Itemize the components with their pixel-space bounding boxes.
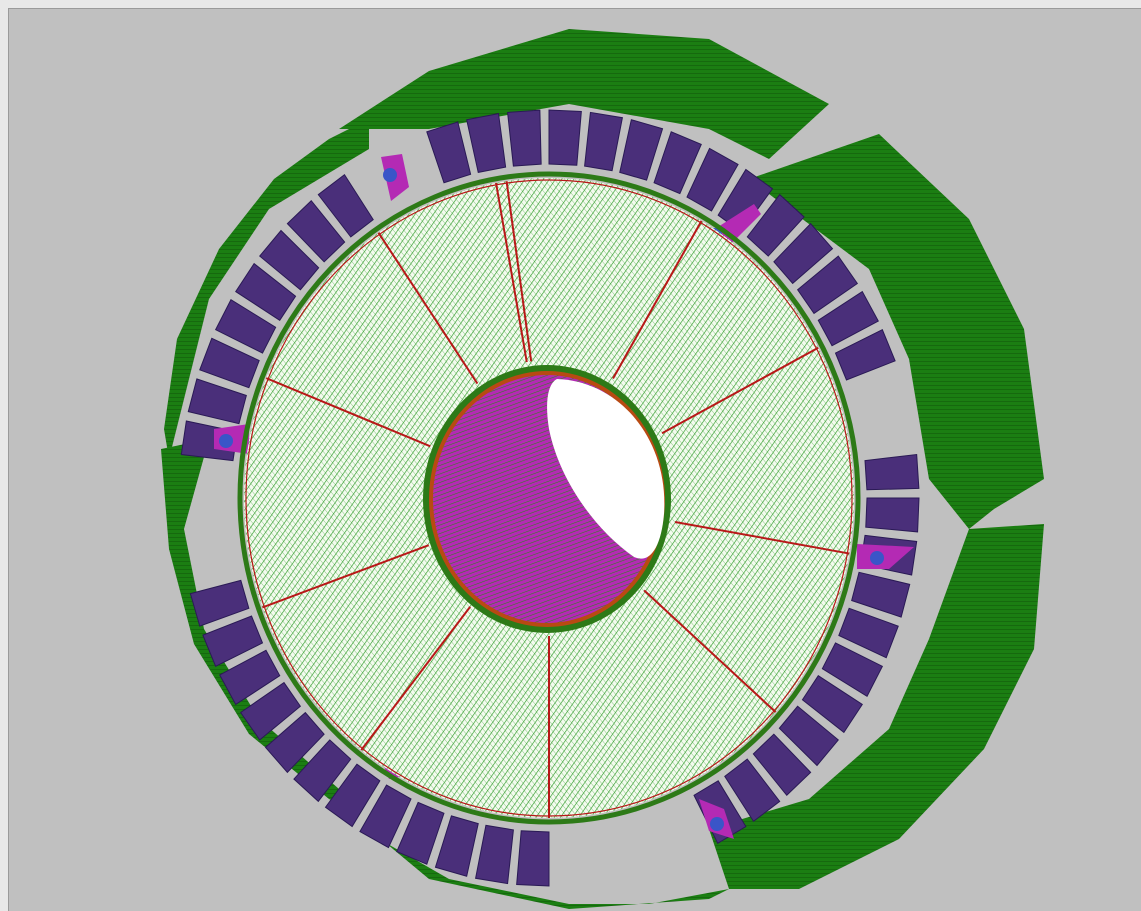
coil-block bbox=[866, 498, 919, 532]
support-bolt-icon bbox=[383, 168, 397, 182]
coil-block bbox=[508, 110, 542, 166]
coil-block bbox=[865, 455, 919, 490]
coil-block bbox=[549, 110, 581, 165]
support-bolt-icon bbox=[710, 817, 724, 831]
support-bolt-icon bbox=[870, 551, 884, 565]
viewport[interactable] bbox=[8, 8, 1141, 911]
central-bore bbox=[423, 365, 671, 633]
detector-scene bbox=[9, 9, 1141, 911]
coil-block bbox=[517, 831, 549, 886]
support-bolt-icon bbox=[219, 434, 233, 448]
